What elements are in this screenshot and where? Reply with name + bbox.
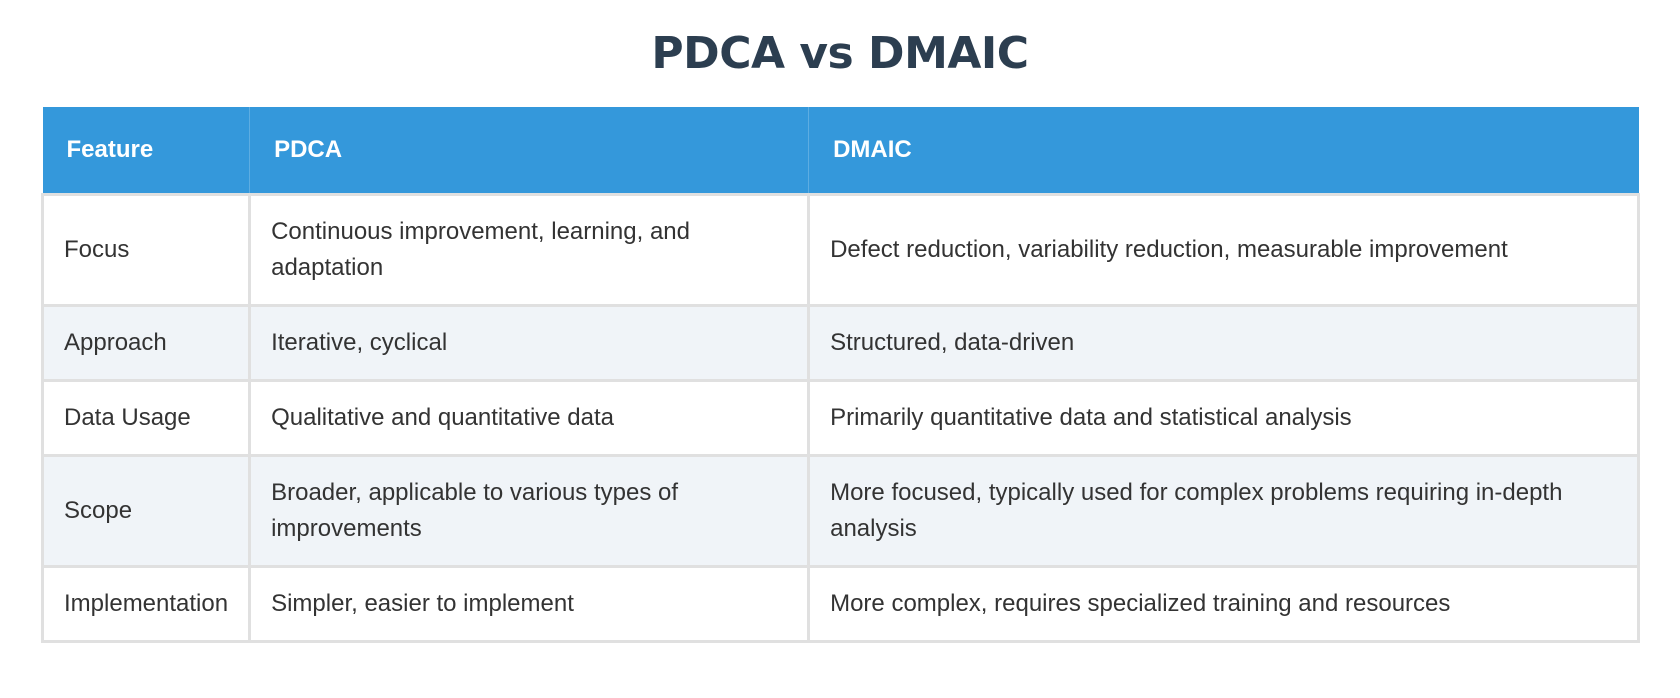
page-title: PDCA vs DMAIC [651, 28, 1029, 79]
pdca-cell: Simpler, easier to implement [248, 565, 811, 643]
table-header-row: Feature PDCA DMAIC [42, 107, 1639, 195]
header-dmaic: DMAIC [808, 107, 1639, 195]
dmaic-cell: More complex, requires specialized train… [807, 565, 1640, 643]
dmaic-cell: Structured, data-driven [807, 304, 1640, 382]
feature-cell: Implementation [40, 565, 252, 643]
table-row: Scope Broader, applicable to various typ… [40, 454, 1640, 568]
feature-cell: Approach [40, 304, 252, 382]
table-row: Approach Iterative, cyclical Structured,… [40, 304, 1640, 382]
pdca-cell: Broader, applicable to various types of … [248, 454, 811, 568]
pdca-cell: Continuous improvement, learning, and ad… [248, 193, 811, 307]
header-feature: Feature [42, 107, 251, 195]
pdca-cell: Qualitative and quantitative data [248, 379, 811, 457]
table-row: Focus Continuous improvement, learning, … [40, 193, 1640, 307]
dmaic-cell: Defect reduction, variability reduction,… [807, 193, 1640, 307]
header-pdca: PDCA [249, 107, 810, 195]
feature-cell: Focus [40, 193, 252, 307]
feature-cell: Scope [40, 454, 252, 568]
table-row: Data Usage Qualitative and quantitative … [40, 379, 1640, 457]
feature-cell: Data Usage [40, 379, 252, 457]
comparison-table: Feature PDCA DMAIC Focus Continuous impr… [40, 107, 1640, 643]
table-row: Implementation Simpler, easier to implem… [40, 565, 1640, 643]
dmaic-cell: More focused, typically used for complex… [807, 454, 1640, 568]
dmaic-cell: Primarily quantitative data and statisti… [807, 379, 1640, 457]
pdca-cell: Iterative, cyclical [248, 304, 811, 382]
